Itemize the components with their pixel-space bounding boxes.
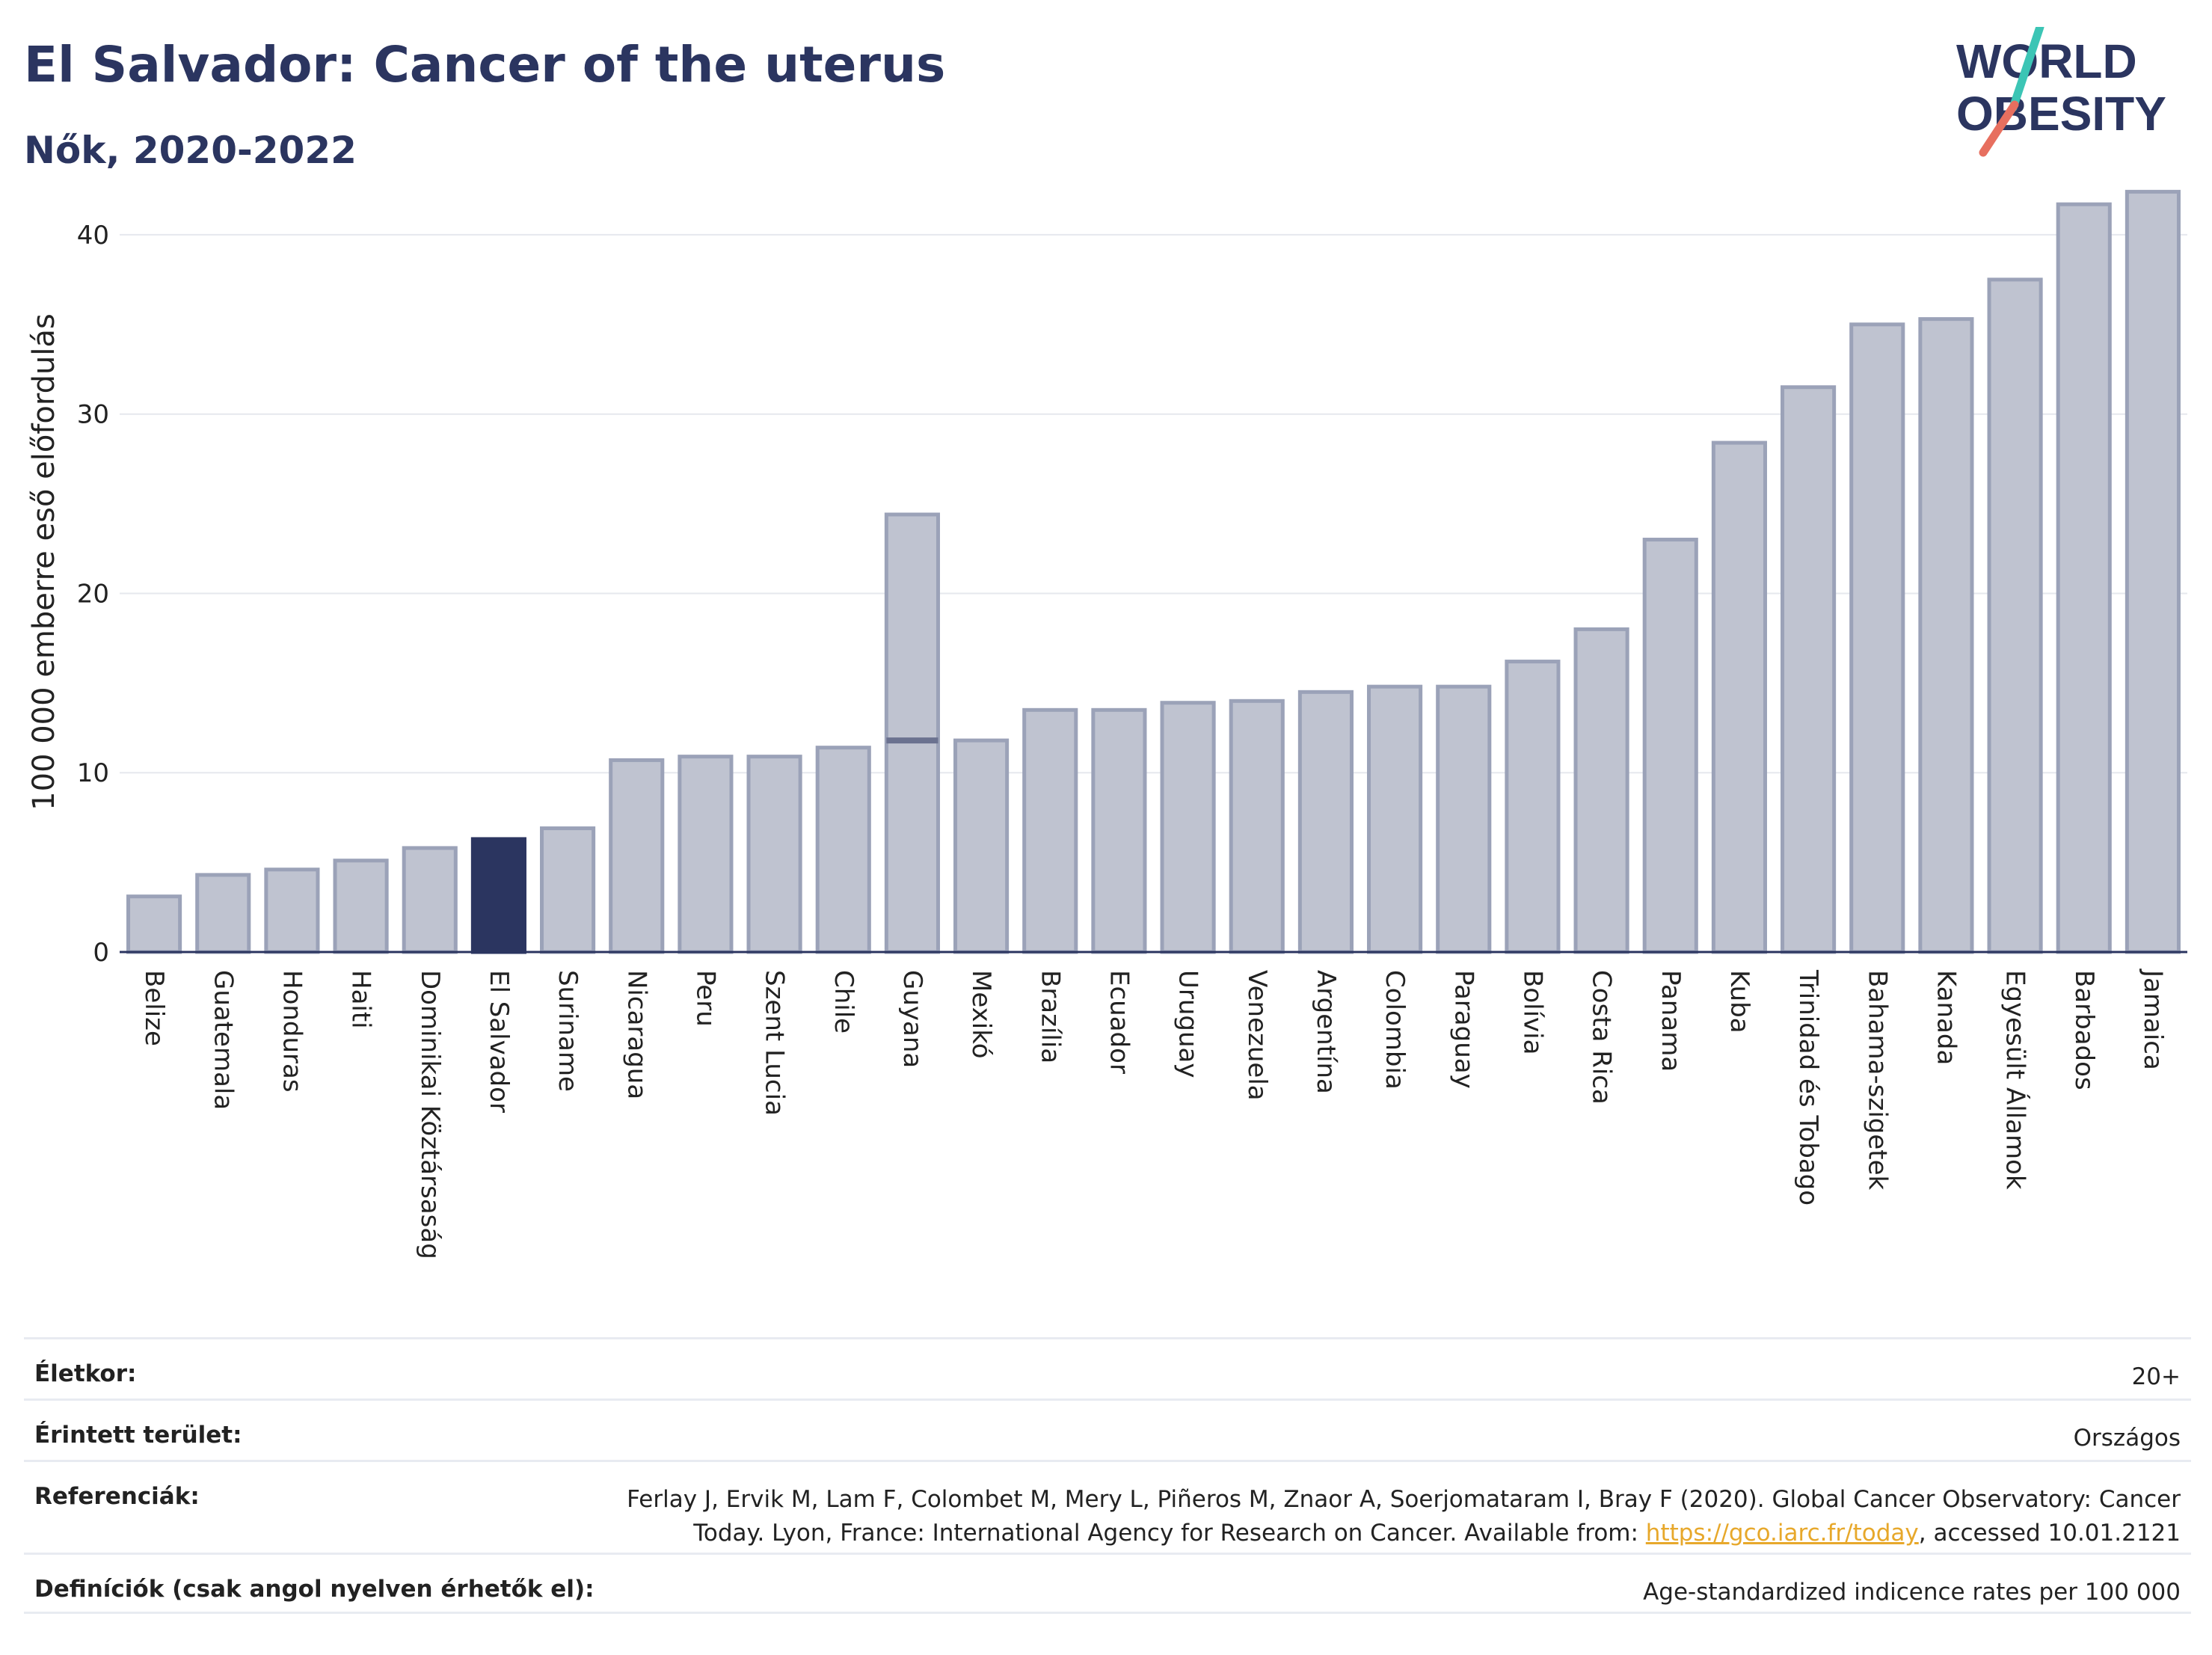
x-tick-label: El Salvador xyxy=(484,970,514,1113)
x-tick-label: Ecuador xyxy=(1104,970,1134,1074)
meta-label-area: Érintett terület: xyxy=(34,1422,242,1449)
y-tick-label: 10 xyxy=(77,758,109,788)
bar-suriname xyxy=(540,826,596,954)
x-tick-label: Peru xyxy=(690,970,720,1027)
x-tick-label: Egyesült Államok xyxy=(2000,970,2031,1190)
bar-szent-lucia xyxy=(746,755,802,954)
x-tick-label: Paraguay xyxy=(1448,970,1478,1089)
x-tick-label: Uruguay xyxy=(1173,970,1203,1078)
reference-line-1: Ferlay J, Ervik M, Lam F, Colombet M, Me… xyxy=(627,1486,2181,1513)
meta-row-definitions: Definíciók (csak angol nyelven érhetők e… xyxy=(24,1553,2191,1614)
bar-paraguay xyxy=(1436,684,1492,954)
bar-guatemala xyxy=(195,873,251,954)
x-tick-label: Venezuela xyxy=(1242,970,1272,1101)
bar-mexikó xyxy=(953,738,1010,954)
bar-ecuador xyxy=(1091,707,1147,954)
chart-subtitle: Nők, 2020-2022 xyxy=(24,129,357,172)
bar-trinidad-és-tobago xyxy=(1781,385,1837,954)
x-tick-label: Jamaica xyxy=(2138,968,2168,1070)
x-tick-label: Colombia xyxy=(1380,970,1410,1090)
x-tick-label: Dominikai Köztársaság xyxy=(415,970,445,1259)
x-tick-label: Chile xyxy=(829,970,858,1034)
bar-argentína xyxy=(1297,690,1354,954)
meta-value-definitions: Age-standardized indicence rates per 100… xyxy=(1643,1579,2181,1606)
bar-guyana xyxy=(884,512,940,954)
bar-kuba xyxy=(1711,440,1767,954)
bar-dominikai-köztársaság xyxy=(402,846,458,954)
y-tick-label: 20 xyxy=(77,579,109,609)
meta-row-age: Életkor: 20+ xyxy=(24,1337,2191,1398)
logo-text-world: WORLD xyxy=(1956,34,2137,88)
x-tick-label: Nicaragua xyxy=(621,970,651,1099)
x-tick-label: Bolívia xyxy=(1517,970,1547,1054)
meta-value-references: Ferlay J, Ervik M, Lam F, Colombet M, Me… xyxy=(627,1483,2181,1550)
bar-colombia xyxy=(1367,684,1423,954)
x-tick-label: Belize xyxy=(139,970,169,1046)
meta-value-age: 20+ xyxy=(2131,1363,2181,1390)
bar-barbados xyxy=(2056,202,2112,954)
reference-link[interactable]: https://gco.iarc.fr/today xyxy=(1645,1520,1919,1547)
reference-line-2-pre: Today. Lyon, France: International Agenc… xyxy=(693,1520,1646,1547)
world-obesity-logo: WORLD OBESITY xyxy=(1956,27,2166,157)
meta-label-definitions: Definíciók (csak angol nyelven érhetők e… xyxy=(34,1576,595,1603)
bar-haiti xyxy=(333,859,389,954)
x-tick-label: Kanada xyxy=(1931,970,1961,1065)
x-tick-label: Guyana xyxy=(897,970,927,1068)
logo-slash-red xyxy=(1979,100,2019,157)
metadata-table: Életkor: 20+ Érintett terület: Országos … xyxy=(24,1337,2191,1614)
x-tick-label: Panama xyxy=(1656,970,1686,1072)
bar-brazília xyxy=(1022,707,1078,954)
bar-el-salvador xyxy=(470,837,526,954)
x-tick-label: Szent Lucia xyxy=(760,970,790,1116)
meta-label-age: Életkor: xyxy=(34,1360,137,1387)
bar-peru xyxy=(678,755,734,954)
meta-value-area: Országos xyxy=(2073,1425,2181,1452)
y-tick-label: 0 xyxy=(93,938,109,968)
x-tick-label: Kuba xyxy=(1724,970,1754,1034)
x-tick-label: Honduras xyxy=(277,970,307,1093)
x-tick-label: Brazília xyxy=(1035,970,1065,1063)
bar-chile xyxy=(815,746,871,954)
meta-row-references: Referenciák: Ferlay J, Ervik M, Lam F, C… xyxy=(24,1460,2191,1553)
logo-text-obesity: OBESITY xyxy=(1956,87,2166,141)
bar-bolívia xyxy=(1505,660,1561,954)
bar-kanada xyxy=(1918,317,1974,954)
bar-venezuela xyxy=(1229,698,1285,954)
y-tick-label: 30 xyxy=(77,400,109,430)
bar-jamaica xyxy=(2125,189,2181,954)
bar-chart: 0 10 20 30 40 100 000 emberre eső előfordulás… xyxy=(27,189,2187,1259)
x-tick-label: Bahama-szigetek xyxy=(1862,970,1892,1191)
x-tick-label: Barbados xyxy=(2069,970,2099,1090)
y-axis-label: 100 000 emberre eső előfordulás xyxy=(27,313,61,811)
bar-egyesült-államok xyxy=(1987,277,2043,954)
bar-panama xyxy=(1642,538,1698,954)
chart-title: El Salvador: Cancer of the uterus xyxy=(24,36,946,93)
bar-nicaragua xyxy=(609,758,665,954)
reference-line-2-post: , accessed 10.01.2121 xyxy=(1918,1520,2181,1547)
y-tick-label: 40 xyxy=(77,221,109,251)
x-tick-label: Trinidad és Tobago xyxy=(1793,969,1823,1206)
logo-slash-teal xyxy=(2009,27,2044,112)
bar-belize xyxy=(126,894,182,954)
bar-bahama-szigetek xyxy=(1849,322,1905,954)
bar-uruguay xyxy=(1160,701,1216,954)
x-tick-label: Costa Rica xyxy=(1587,970,1617,1105)
x-tick-label: Suriname xyxy=(553,970,583,1092)
meta-label-references: Referenciák: xyxy=(34,1483,200,1510)
x-tick-label: Mexikó xyxy=(966,970,996,1059)
x-tick-label: Guatemala xyxy=(208,970,238,1110)
x-tick-label: Haiti xyxy=(346,970,376,1029)
bar-costa-rica xyxy=(1573,627,1629,954)
meta-row-area: Érintett terület: Országos xyxy=(24,1398,2191,1460)
bar-honduras xyxy=(264,868,320,954)
x-tick-label: Argentína xyxy=(1311,970,1341,1094)
